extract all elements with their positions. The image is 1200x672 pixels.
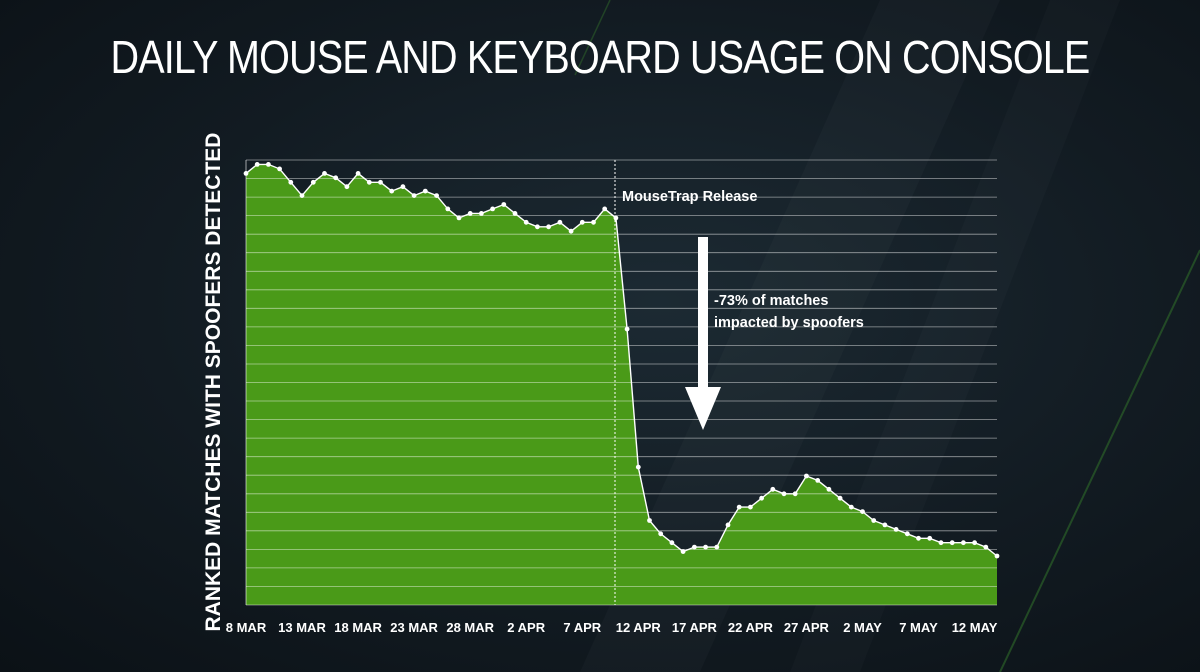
data-point — [277, 166, 282, 172]
data-point — [781, 491, 787, 497]
data-point — [479, 211, 484, 216]
data-point — [983, 544, 989, 550]
down-arrow-head — [685, 387, 721, 430]
x-tick-label: 12 APR — [616, 620, 662, 635]
data-point — [904, 531, 910, 537]
data-point — [893, 527, 899, 532]
data-point — [860, 509, 865, 514]
data-point — [815, 478, 821, 483]
data-point — [501, 202, 507, 207]
data-point — [266, 162, 271, 167]
data-point — [748, 504, 753, 510]
data-point — [400, 184, 406, 190]
data-point — [994, 553, 1000, 559]
data-point — [703, 544, 708, 550]
drop-annotation-line1: -73% of matches — [714, 293, 829, 309]
data-point — [344, 184, 350, 190]
data-point — [512, 211, 518, 216]
data-point — [692, 544, 697, 550]
data-point — [535, 224, 540, 230]
data-point — [804, 473, 809, 479]
data-point — [378, 179, 383, 185]
data-point — [411, 193, 417, 199]
x-tick-label: 2 APR — [507, 620, 545, 635]
data-point — [613, 215, 619, 221]
data-point — [624, 326, 630, 332]
data-point — [736, 504, 742, 510]
x-tick-label: 12 MAY — [952, 620, 998, 635]
data-point — [770, 486, 776, 492]
drop-annotation-line2: impacted by spoofers — [714, 315, 864, 331]
drop-annotation: -73% of matches impacted by spoofers — [714, 290, 864, 334]
x-tick-label: 2 MAY — [843, 620, 882, 635]
x-tick-label: 27 APR — [784, 620, 830, 635]
data-point — [961, 540, 966, 546]
x-tick-label: 28 MAR — [446, 620, 494, 635]
x-tick-label: 23 MAR — [390, 620, 438, 635]
data-point — [792, 491, 798, 497]
x-tick-label: 18 MAR — [334, 620, 382, 635]
data-point — [579, 219, 585, 225]
x-tick-label: 13 MAR — [278, 620, 326, 635]
x-tick-label: 7 MAY — [899, 620, 938, 635]
data-point — [635, 464, 641, 470]
data-point — [916, 535, 921, 541]
data-point — [591, 219, 596, 225]
data-point — [288, 179, 294, 185]
data-point — [490, 206, 495, 212]
chart-title: DAILY MOUSE AND KEYBOARD USAGE ON CONSOL… — [110, 31, 1091, 83]
data-point — [972, 540, 977, 546]
data-point — [647, 518, 652, 523]
data-point — [445, 206, 451, 212]
data-point — [254, 162, 260, 167]
data-point — [669, 540, 675, 546]
data-point — [658, 531, 664, 537]
data-point — [299, 193, 305, 199]
data-point — [837, 495, 843, 501]
x-tick-label: 22 APR — [728, 620, 774, 635]
data-point — [322, 171, 327, 176]
data-point — [871, 518, 877, 523]
data-point — [389, 188, 395, 194]
data-point — [355, 171, 361, 176]
data-point — [310, 179, 316, 185]
data-point — [467, 211, 473, 216]
data-point — [680, 549, 686, 554]
data-point — [882, 522, 888, 528]
data-point — [602, 206, 608, 212]
x-tick-label: 7 APR — [563, 620, 601, 635]
data-point — [546, 224, 551, 230]
x-tick-label: 17 APR — [672, 620, 718, 635]
release-annotation: MouseTrap Release — [622, 189, 758, 205]
x-tick-label: 8 MAR — [226, 620, 267, 635]
data-point — [568, 228, 574, 234]
data-point — [848, 504, 854, 510]
data-point — [366, 179, 372, 185]
data-point — [333, 175, 339, 181]
area-fill — [246, 164, 997, 605]
data-point — [523, 219, 529, 225]
data-point — [422, 188, 428, 194]
data-point — [557, 219, 563, 225]
data-point — [949, 540, 955, 546]
data-point — [759, 495, 764, 501]
data-point — [927, 535, 933, 541]
data-point — [714, 544, 720, 550]
data-point — [938, 540, 944, 546]
data-point — [725, 522, 731, 528]
data-point — [456, 215, 462, 221]
data-point — [826, 486, 832, 492]
data-point — [434, 193, 439, 199]
